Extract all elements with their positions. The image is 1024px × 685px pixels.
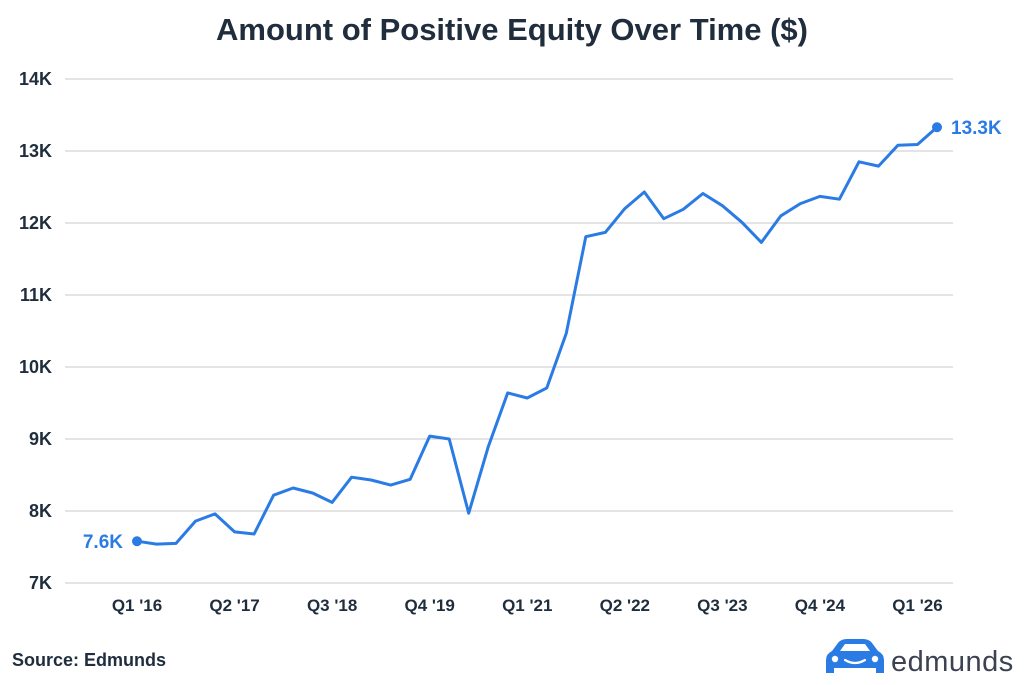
x-tick-label: Q4 '19 <box>405 596 455 615</box>
y-tick-label: 9K <box>29 429 52 449</box>
chart-title: Amount of Positive Equity Over Time ($) <box>216 12 808 47</box>
edmunds-logo: edmunds <box>826 639 1014 678</box>
y-tick-label: 11K <box>20 285 52 305</box>
end-value-label: 13.3K <box>951 118 1002 139</box>
y-tick-label: 8K <box>29 501 52 521</box>
end-point-marker <box>932 122 942 133</box>
x-tick-label: Q2 '22 <box>600 596 650 615</box>
x-tick-label: Q3 '23 <box>697 596 747 615</box>
x-axis-ticks: Q1 '16 Q2 '17 Q3 '18 Q4 '19 Q1 '21 Q2 '22 Q3 '… <box>112 596 943 615</box>
x-tick-label: Q4 '24 <box>795 596 846 615</box>
brand-wordmark: edmunds <box>891 646 1014 678</box>
series-endpoints: 7.6K 13.3K <box>83 118 1002 553</box>
x-tick-label: Q1 '16 <box>112 596 162 615</box>
x-tick-label: Q1 '26 <box>892 596 942 615</box>
car-icon <box>826 639 884 673</box>
start-point-marker <box>132 536 142 547</box>
start-value-label: 7.6K <box>83 532 123 553</box>
y-tick-label: 14K <box>19 69 52 89</box>
y-tick-label: 7K <box>29 573 52 593</box>
y-axis-ticks: 7K 8K 9K 10K 11K 12K 13K 14K <box>19 69 52 593</box>
x-tick-label: Q1 '21 <box>502 596 552 615</box>
y-tick-label: 10K <box>19 357 52 377</box>
y-tick-label: 13K <box>19 141 52 161</box>
source-note: Source: Edmunds <box>12 650 166 670</box>
x-tick-label: Q3 '18 <box>307 596 357 615</box>
x-tick-label: Q2 '17 <box>209 596 259 615</box>
gridlines <box>65 78 953 584</box>
y-tick-label: 12K <box>19 213 52 233</box>
series-line-positive-equity <box>135 125 939 546</box>
